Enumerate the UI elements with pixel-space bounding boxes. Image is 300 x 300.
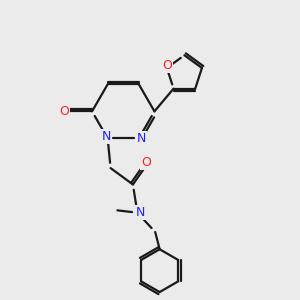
Text: N: N xyxy=(101,130,111,143)
Text: O: O xyxy=(162,58,172,71)
Text: N: N xyxy=(136,132,146,145)
Text: O: O xyxy=(59,105,69,118)
Text: N: N xyxy=(136,206,145,219)
Text: O: O xyxy=(141,157,151,169)
